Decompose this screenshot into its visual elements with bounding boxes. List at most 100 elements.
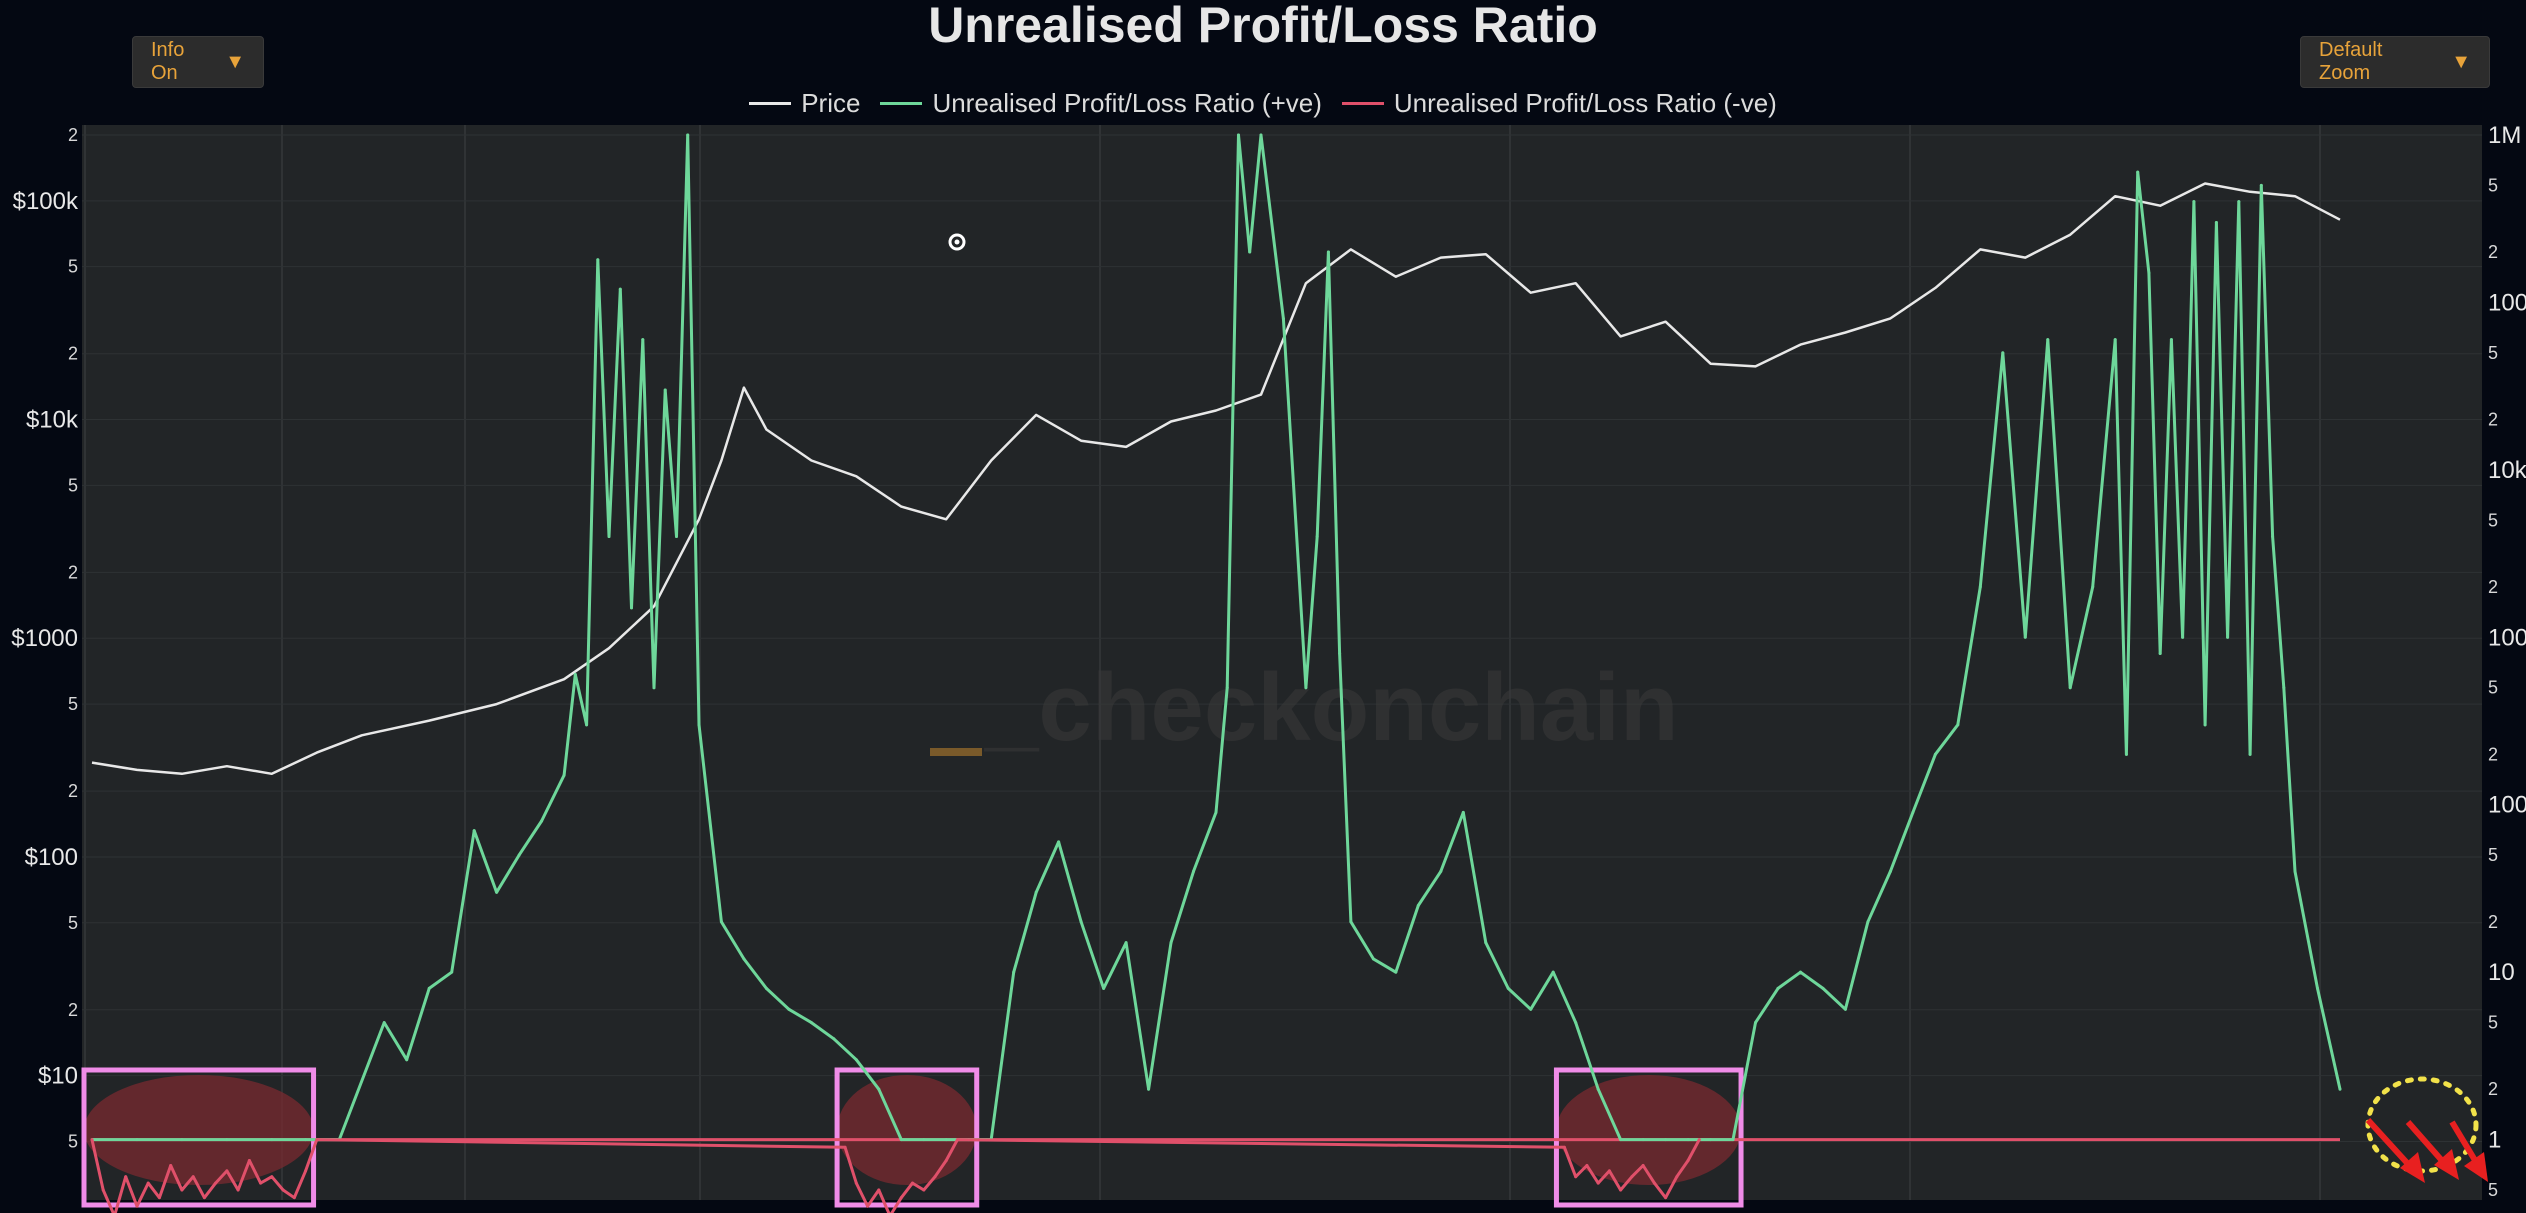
zoom-select-button[interactable]: Default Zoom ▼: [2300, 36, 2490, 88]
right-axis-minor-tick-label: 2: [2488, 912, 2498, 932]
data-point: [427, 986, 431, 990]
pink-highlight-box: [81, 1067, 317, 1208]
data-point: [2158, 652, 2162, 656]
data-point: [764, 986, 768, 990]
info-toggle-button[interactable]: Info On ▼: [132, 36, 264, 88]
data-point: [1956, 723, 1960, 727]
data-point: [618, 287, 622, 291]
data-point: [742, 957, 746, 961]
data-point: [1079, 920, 1083, 924]
data-point: [1630, 1175, 1634, 1179]
right-axis-minor-tick-label: 5: [2488, 175, 2498, 195]
right-axis-minor-tick-label: 5: [2488, 1180, 2498, 1200]
right-axis-minor-tick-label: 5: [2488, 510, 2498, 530]
data-point: [1821, 986, 1825, 990]
data-point: [922, 1138, 926, 1142]
data-point: [854, 1058, 858, 1062]
data-point: [1585, 1164, 1589, 1168]
data-point: [843, 1145, 847, 1149]
legend-item-price[interactable]: Price: [749, 88, 860, 119]
right-axis-tick-label: 1M: [2488, 122, 2521, 149]
data-point: [697, 723, 701, 727]
data-point: [2248, 752, 2252, 756]
data-point: [877, 1087, 881, 1091]
dropdown-arrow-icon: ▼: [225, 50, 245, 73]
right-axis-minor-tick-label: 2: [2488, 409, 2498, 429]
data-point: [2237, 200, 2241, 204]
data-point: [2338, 1087, 2342, 1091]
legend-item-negative[interactable]: Unrealised Profit/Loss Ratio (-ve): [1341, 88, 1777, 119]
data-point: [1978, 585, 1982, 589]
data-point: [933, 1175, 937, 1179]
data-point: [315, 1138, 319, 1142]
data-point: [641, 338, 645, 342]
right-axis-minor-tick-label: 5: [2488, 678, 2498, 698]
pink-highlight-box: [1553, 1067, 1744, 1208]
legend-swatch: [880, 102, 923, 105]
data-point: [1607, 1169, 1611, 1173]
data-point: [517, 853, 521, 857]
left-axis-minor-tick-label: 5: [68, 694, 78, 714]
left-axis-tick-label: $1000: [11, 625, 78, 652]
data-point: [866, 1204, 870, 1208]
data-point: [2023, 635, 2027, 639]
data-point: [450, 970, 454, 974]
data-point: [1596, 1181, 1600, 1185]
data-point: [2124, 752, 2128, 756]
data-point: [1664, 1196, 1668, 1200]
data-point: [1664, 1138, 1668, 1142]
data-point: [1259, 133, 1263, 137]
dropdown-arrow-icon: ▼: [2451, 50, 2471, 73]
data-point: [2136, 170, 2140, 174]
data-point: [405, 1058, 409, 1062]
legend-label: Price: [801, 88, 861, 118]
data-point: [1911, 810, 1915, 814]
data-point: [2091, 585, 2095, 589]
data-point: [540, 819, 544, 823]
data-point: [854, 1181, 858, 1185]
data-point: [1776, 986, 1780, 990]
data-point: [169, 1164, 173, 1168]
right-axis-minor-tick-label: 5: [2488, 845, 2498, 865]
data-point: [2203, 723, 2207, 727]
data-point: [1596, 1087, 1600, 1091]
data-point: [663, 388, 667, 392]
data-point: [787, 1007, 791, 1011]
data-point: [2147, 271, 2151, 275]
info-toggle-label: Info On: [151, 39, 185, 84]
data-point: [674, 534, 678, 538]
data-point: [877, 1188, 881, 1192]
data-point: [2282, 686, 2286, 690]
data-point: [281, 1188, 285, 1192]
watermark: _checkonchain: [984, 654, 1679, 761]
legend-item-positive[interactable]: Unrealised Profit/Loss Ratio (+ve): [880, 88, 1322, 119]
data-point: [2316, 986, 2320, 990]
red-glow-highlight: [837, 1075, 977, 1185]
data-point: [1641, 1138, 1645, 1142]
data-point: [2271, 534, 2275, 538]
red-arrowhead-3: [2464, 1152, 2488, 1182]
data-point: [2192, 200, 2196, 204]
data-point: [1057, 840, 1061, 844]
data-point: [2214, 221, 2218, 225]
right-axis-minor-tick-label: 2: [2488, 242, 2498, 262]
data-point: [1675, 1175, 1679, 1179]
data-point: [1304, 686, 1308, 690]
legend-label: Unrealised Profit/Loss Ratio (+ve): [932, 88, 1322, 118]
right-axis-minor-tick-label: 2: [2488, 577, 2498, 597]
data-point: [1281, 317, 1285, 321]
left-axis-minor-tick-label: 5: [68, 913, 78, 933]
data-point: [899, 1138, 903, 1142]
right-axis-minor-tick-label: 5: [2488, 1013, 2498, 1033]
left-axis-minor-tick-label: 5: [68, 257, 78, 277]
legend-swatch: [749, 102, 792, 105]
left-axis-minor-tick-label: 5: [68, 475, 78, 495]
data-point: [2181, 635, 2185, 639]
data-point: [1619, 1138, 1623, 1142]
left-axis-minor-tick-label: 2: [68, 125, 78, 145]
data-point: [922, 1188, 926, 1192]
data-point: [292, 1196, 296, 1200]
data-point: [1102, 986, 1106, 990]
left-axis-tick-label: $100: [25, 844, 78, 871]
